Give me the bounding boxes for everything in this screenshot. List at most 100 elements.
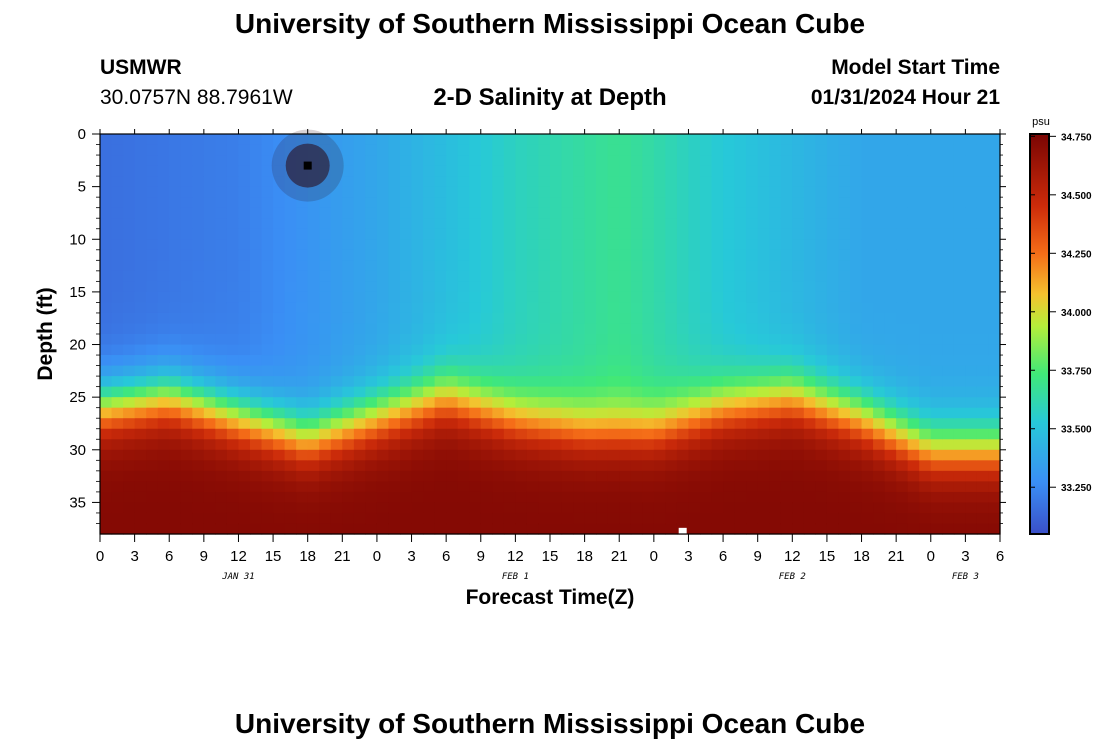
heatmap-cell bbox=[988, 439, 1001, 451]
heatmap-cell bbox=[423, 323, 436, 335]
heatmap-cell bbox=[711, 176, 724, 188]
heatmap-cell bbox=[226, 249, 240, 261]
heatmap-cell bbox=[988, 239, 1001, 251]
heatmap-cell bbox=[457, 270, 470, 282]
heatmap-cell bbox=[457, 260, 470, 272]
heatmap-cell bbox=[480, 344, 493, 356]
heatmap-cell bbox=[226, 418, 240, 430]
heatmap-cell bbox=[296, 418, 309, 430]
heatmap-cell bbox=[307, 228, 320, 240]
heatmap-cell bbox=[850, 344, 863, 356]
heatmap-cell bbox=[480, 502, 493, 514]
heatmap-cell bbox=[250, 165, 263, 177]
heatmap-cell bbox=[953, 239, 966, 251]
heatmap-cell bbox=[746, 449, 759, 461]
heatmap-cell bbox=[769, 323, 782, 335]
heatmap-cell bbox=[134, 470, 147, 482]
heatmap-cell bbox=[446, 323, 459, 335]
heatmap-cell bbox=[619, 365, 632, 377]
heatmap-cell bbox=[215, 449, 228, 461]
heatmap-cell bbox=[273, 291, 286, 304]
heatmap-cell bbox=[988, 512, 1001, 525]
heatmap-cell bbox=[688, 323, 701, 335]
heatmap-cell bbox=[284, 323, 297, 335]
heatmap-cell bbox=[942, 281, 955, 293]
heatmap-cell bbox=[180, 270, 193, 282]
heatmap-cell bbox=[896, 228, 909, 240]
heatmap-cell bbox=[988, 186, 1001, 198]
heatmap-cell bbox=[400, 302, 413, 314]
heatmap-cell bbox=[469, 512, 482, 525]
heatmap-cell bbox=[619, 302, 632, 314]
x-tick-label: 6 bbox=[996, 548, 1004, 565]
heatmap-cell bbox=[515, 155, 528, 167]
heatmap-cell bbox=[365, 144, 378, 156]
heatmap-cell bbox=[757, 207, 770, 219]
heatmap-cell bbox=[596, 397, 609, 409]
heatmap-cell bbox=[607, 197, 620, 209]
heatmap-cell bbox=[838, 323, 851, 335]
heatmap-cell bbox=[803, 365, 816, 377]
heatmap-cell bbox=[792, 481, 805, 493]
heatmap-cell bbox=[226, 165, 240, 177]
heatmap-cell bbox=[734, 207, 747, 219]
heatmap-cell bbox=[642, 460, 655, 472]
heatmap-cell bbox=[215, 144, 228, 156]
heatmap-cell bbox=[319, 134, 332, 146]
heatmap-cell bbox=[261, 323, 274, 335]
heatmap-cell bbox=[976, 197, 990, 209]
heatmap-cell bbox=[700, 460, 713, 472]
heatmap-cell bbox=[561, 502, 574, 514]
heatmap-cell bbox=[896, 176, 909, 188]
heatmap-cell bbox=[353, 260, 366, 272]
heatmap-cell bbox=[388, 439, 401, 451]
heatmap-cell bbox=[665, 270, 678, 282]
heatmap-cell bbox=[942, 186, 955, 198]
heatmap-cell bbox=[457, 218, 470, 230]
heatmap-cell bbox=[111, 270, 124, 282]
heatmap-cell bbox=[492, 260, 505, 272]
heatmap-cell bbox=[538, 470, 551, 482]
heatmap-cell bbox=[353, 512, 366, 525]
heatmap-cell bbox=[757, 176, 770, 188]
heatmap-cell bbox=[250, 428, 263, 440]
heatmap-cell bbox=[203, 144, 216, 156]
heatmap-cell bbox=[826, 386, 840, 398]
heatmap-cell bbox=[353, 439, 366, 451]
heatmap-cell bbox=[607, 165, 620, 177]
heatmap-cell bbox=[296, 228, 309, 240]
heatmap-cell bbox=[296, 491, 309, 504]
heatmap-cell bbox=[342, 460, 355, 472]
heatmap-cell bbox=[446, 523, 459, 535]
heatmap-cell bbox=[180, 155, 193, 167]
heatmap-cell bbox=[226, 144, 240, 156]
heatmap-cell bbox=[561, 218, 574, 230]
heatmap-cell bbox=[861, 386, 874, 398]
heatmap-cell bbox=[573, 376, 586, 388]
heatmap-cell bbox=[365, 470, 378, 482]
heatmap-cell bbox=[561, 439, 574, 451]
heatmap-cell bbox=[630, 249, 643, 261]
heatmap-cell bbox=[573, 207, 586, 219]
heatmap-cell bbox=[723, 144, 736, 156]
heatmap-cell bbox=[538, 323, 551, 335]
heatmap-cell bbox=[215, 239, 228, 251]
heatmap-cell bbox=[896, 155, 909, 167]
heatmap-cell bbox=[307, 355, 320, 367]
heatmap-cell bbox=[746, 512, 759, 525]
heatmap-cell bbox=[365, 376, 378, 388]
heatmap-cell bbox=[861, 439, 874, 451]
heatmap-cell bbox=[919, 281, 932, 293]
heatmap-cell bbox=[526, 449, 540, 461]
heatmap-cell bbox=[538, 481, 551, 493]
heatmap-cell bbox=[873, 302, 886, 314]
heatmap-cell bbox=[307, 270, 320, 282]
heatmap-cell bbox=[803, 355, 816, 367]
heatmap-cell bbox=[688, 207, 701, 219]
heatmap-cell bbox=[734, 344, 747, 356]
heatmap-cell bbox=[711, 512, 724, 525]
heatmap-cell bbox=[111, 428, 124, 440]
heatmap-cell bbox=[457, 491, 470, 504]
heatmap-cell bbox=[480, 207, 493, 219]
heatmap-cell bbox=[642, 407, 655, 419]
